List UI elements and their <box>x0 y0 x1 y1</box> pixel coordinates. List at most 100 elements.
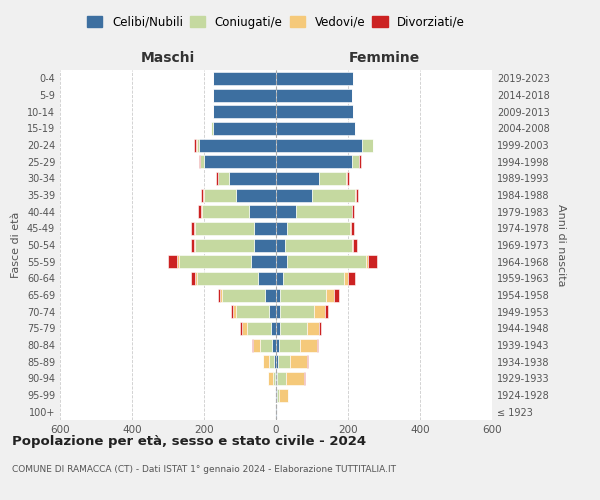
Bar <box>290 355 307 368</box>
Bar <box>196 138 197 151</box>
Bar <box>195 238 254 252</box>
Bar <box>359 155 361 168</box>
Bar <box>249 205 276 218</box>
Bar <box>285 238 352 252</box>
Bar <box>276 238 285 252</box>
Bar <box>276 138 362 151</box>
Bar <box>348 272 355 285</box>
Bar <box>352 205 354 218</box>
Bar <box>195 222 254 235</box>
Bar <box>307 355 308 368</box>
Bar <box>276 322 280 335</box>
Bar <box>344 272 348 285</box>
Bar <box>191 222 194 235</box>
Bar <box>273 372 275 385</box>
Bar <box>319 172 346 185</box>
Bar <box>356 188 358 202</box>
Bar <box>350 222 354 235</box>
Bar <box>276 188 312 202</box>
Bar <box>202 205 249 218</box>
Bar <box>218 288 220 302</box>
Bar <box>276 122 355 135</box>
Bar <box>247 322 271 335</box>
Bar <box>277 372 286 385</box>
Bar <box>276 388 277 402</box>
Bar <box>236 188 276 202</box>
Bar <box>253 338 260 351</box>
Bar <box>204 155 276 168</box>
Bar <box>276 405 277 418</box>
Bar <box>179 255 251 268</box>
Bar <box>204 188 236 202</box>
Bar <box>268 372 273 385</box>
Bar <box>220 288 222 302</box>
Bar <box>276 105 353 118</box>
Y-axis label: Fasce di età: Fasce di età <box>11 212 21 278</box>
Bar <box>251 255 276 268</box>
Bar <box>276 72 353 85</box>
Text: Popolazione per età, sesso e stato civile - 2024: Popolazione per età, sesso e stato civil… <box>12 435 366 448</box>
Bar <box>274 355 276 368</box>
Bar <box>286 372 304 385</box>
Bar <box>229 172 276 185</box>
Bar <box>197 272 258 285</box>
Bar <box>353 238 357 252</box>
Bar <box>276 355 278 368</box>
Bar <box>213 122 276 135</box>
Bar <box>307 322 319 335</box>
Bar <box>287 222 350 235</box>
Bar <box>276 272 283 285</box>
Bar <box>269 355 274 368</box>
Bar <box>168 255 177 268</box>
Bar <box>362 138 373 151</box>
Bar <box>265 288 276 302</box>
Bar <box>211 122 213 135</box>
Bar <box>191 238 194 252</box>
Bar <box>352 155 359 168</box>
Bar <box>202 188 203 202</box>
Bar <box>276 305 280 318</box>
Bar <box>197 138 199 151</box>
Bar <box>317 338 319 351</box>
Bar <box>177 255 179 268</box>
Bar <box>276 338 279 351</box>
Bar <box>275 405 276 418</box>
Bar <box>213 72 276 85</box>
Bar <box>260 338 272 351</box>
Bar <box>233 305 236 318</box>
Bar <box>252 338 253 351</box>
Bar <box>314 305 325 318</box>
Bar <box>326 288 334 302</box>
Bar <box>277 388 278 402</box>
Bar <box>319 322 321 335</box>
Bar <box>276 172 319 185</box>
Bar <box>287 255 366 268</box>
Bar <box>280 305 314 318</box>
Bar <box>203 188 204 202</box>
Bar <box>312 188 355 202</box>
Bar <box>301 338 317 351</box>
Bar <box>276 205 296 218</box>
Bar <box>296 205 352 218</box>
Bar <box>195 272 197 285</box>
Bar <box>368 255 377 268</box>
Bar <box>279 338 301 351</box>
Bar <box>276 155 352 168</box>
Bar <box>278 388 287 402</box>
Bar <box>276 372 277 385</box>
Bar <box>198 205 202 218</box>
Bar <box>194 222 195 235</box>
Bar <box>254 222 276 235</box>
Bar <box>283 272 344 285</box>
Bar <box>271 322 276 335</box>
Bar <box>213 88 276 102</box>
Bar <box>199 155 200 168</box>
Bar <box>287 388 288 402</box>
Bar <box>276 88 352 102</box>
Bar <box>325 305 328 318</box>
Bar <box>254 238 276 252</box>
Bar <box>347 172 349 185</box>
Bar <box>200 155 204 168</box>
Text: Femmine: Femmine <box>349 51 419 65</box>
Bar <box>334 288 339 302</box>
